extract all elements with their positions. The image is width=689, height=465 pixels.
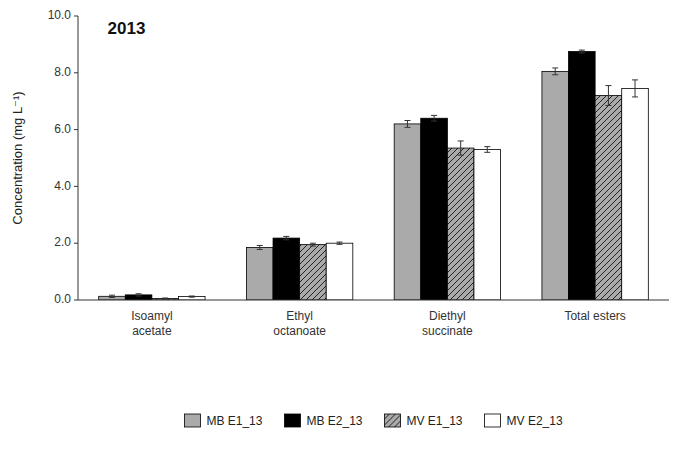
error-bar: [632, 80, 638, 97]
x-tick-label-line: Diethyl: [429, 309, 466, 323]
bar: [246, 247, 273, 300]
bar: [542, 71, 569, 300]
y-tick: [74, 72, 78, 73]
axes: 0.0 2.0 4.0 6.0 8.0 10.0 Isoamylacetate Ethyloc…: [48, 8, 669, 338]
bar: [300, 245, 327, 300]
legend-item: MV E2_13: [485, 414, 563, 428]
chart: 0.0 2.0 4.0 6.0 8.0 10.0 Isoamylacetate Ethyloc…: [0, 0, 689, 465]
bar: [178, 297, 205, 300]
x-tick-label: Isoamylacetate: [131, 309, 172, 338]
error-bar: [109, 295, 115, 297]
bar: [595, 96, 622, 300]
bar: [474, 149, 501, 300]
y-tick: [74, 129, 78, 130]
legend-label: MB E1_13: [206, 414, 262, 428]
x-tick-label: Total esters: [564, 309, 625, 323]
error-bar: [162, 298, 168, 299]
error-bars: [109, 50, 638, 299]
x-tick-label-line: Isoamyl: [131, 309, 172, 323]
x-tick-label-line: Ethyl: [286, 309, 313, 323]
legend-item: MV E1_13: [385, 414, 463, 428]
y-axis-label: Concentration (mg L⁻¹): [10, 91, 25, 224]
bar: [569, 52, 596, 301]
legend-swatch: [485, 414, 501, 427]
bar: [326, 243, 353, 300]
error-bar: [404, 121, 410, 128]
y-tick: [74, 300, 78, 301]
y-tick-label: 8.0: [54, 65, 71, 79]
bar: [273, 238, 300, 300]
legend-label: MV E1_13: [407, 414, 463, 428]
legend-label: MB E2_13: [306, 414, 362, 428]
legend: MB E1_13 MB E2_13 MV E1_13 MV E2_13: [184, 414, 563, 428]
error-bar: [189, 296, 195, 297]
y-tick-label: 6.0: [54, 122, 71, 136]
legend-swatch: [284, 414, 300, 427]
legend-label: MV E2_13: [507, 414, 563, 428]
legend-swatch: [385, 414, 401, 427]
legend-swatch: [184, 414, 200, 427]
error-bar: [605, 86, 611, 106]
x-tick-label-line: acetate: [132, 324, 172, 338]
error-bar: [283, 236, 289, 239]
y-tick-label: 4.0: [54, 179, 71, 193]
error-bar: [579, 50, 585, 53]
y-tick: [74, 186, 78, 187]
bar: [622, 88, 649, 300]
bars: [99, 52, 649, 301]
y-tick-label: 10.0: [48, 8, 72, 22]
y-axis-line: [78, 16, 79, 300]
y-tick: [74, 243, 78, 244]
y-tick: [74, 16, 78, 17]
legend-item: MB E1_13: [184, 414, 262, 428]
x-tick-label: Diethylsuccinate: [422, 309, 473, 338]
bar: [421, 118, 448, 300]
y-tick-label: 2.0: [54, 235, 71, 249]
error-bar: [431, 115, 437, 121]
error-bar: [552, 68, 558, 75]
error-bar: [458, 141, 464, 155]
x-tick-label-line: succinate: [422, 324, 473, 338]
y-tick-label: 0.0: [54, 292, 71, 306]
error-bar: [310, 243, 316, 246]
bar: [394, 124, 421, 300]
bar: [447, 148, 474, 300]
x-tick-label-line: Total esters: [564, 309, 625, 323]
error-bar: [484, 147, 490, 153]
error-bar: [136, 294, 142, 296]
legend-item: MB E2_13: [284, 414, 362, 428]
x-tick-label-line: octanoate: [273, 324, 326, 338]
x-tick-label: Ethyloctanoate: [273, 309, 326, 338]
title: 2013: [108, 19, 146, 38]
x-axis-line: [78, 300, 669, 301]
error-bar: [257, 245, 263, 249]
error-bar: [337, 242, 343, 244]
